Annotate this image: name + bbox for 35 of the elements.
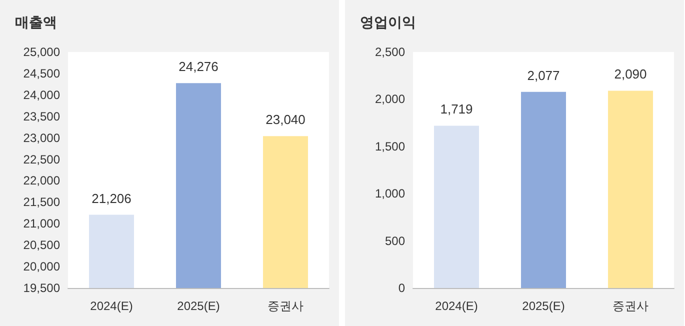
chart-title: 매출액: [15, 14, 57, 30]
y-tick-label: 23,000: [23, 130, 60, 145]
x-tick-label: 2025(E): [522, 299, 565, 313]
x-tick-label: 증권사: [612, 299, 648, 313]
data-label: 1,719: [440, 102, 473, 117]
x-tick-label: 2024(E): [435, 299, 478, 313]
y-tick-label: 24,000: [23, 88, 60, 102]
data-label: 2,090: [614, 66, 647, 82]
x-tick-label: 2025(E): [177, 299, 220, 313]
y-tick-label: 23,500: [23, 109, 60, 124]
y-tick-label: 1,500: [374, 139, 406, 154]
x-tick-label: 2024(E): [90, 299, 133, 313]
y-tick-label: 2,000: [374, 92, 406, 106]
data-label: 24,276: [178, 59, 218, 74]
y-tick-label: 24,500: [23, 66, 60, 80]
y-tick-label: 21,000: [23, 216, 60, 231]
y-tick-label: 22,000: [23, 174, 60, 188]
y-tick-label: 21,500: [23, 195, 60, 210]
y-tick-label: 2,500: [374, 45, 406, 59]
y-tick-label: 20,500: [23, 238, 60, 252]
data-label: 21,206: [92, 190, 132, 206]
data-label: 23,040: [266, 112, 306, 128]
y-tick-label: 22,500: [23, 152, 60, 166]
bar: [521, 92, 566, 288]
y-tick-label: 25,000: [23, 45, 60, 59]
chart-title: 영업이익: [360, 14, 416, 30]
data-label: 2,077: [527, 68, 560, 83]
y-tick-label: 19,500: [23, 281, 60, 295]
bar: [608, 90, 653, 288]
y-tick-label: 500: [384, 234, 406, 248]
y-tick-label: 0: [398, 281, 406, 295]
y-tick-label: 20,000: [23, 260, 60, 274]
x-tick-label: 증권사: [268, 299, 304, 313]
bar: [434, 126, 479, 288]
y-tick-label: 1,000: [374, 186, 406, 201]
